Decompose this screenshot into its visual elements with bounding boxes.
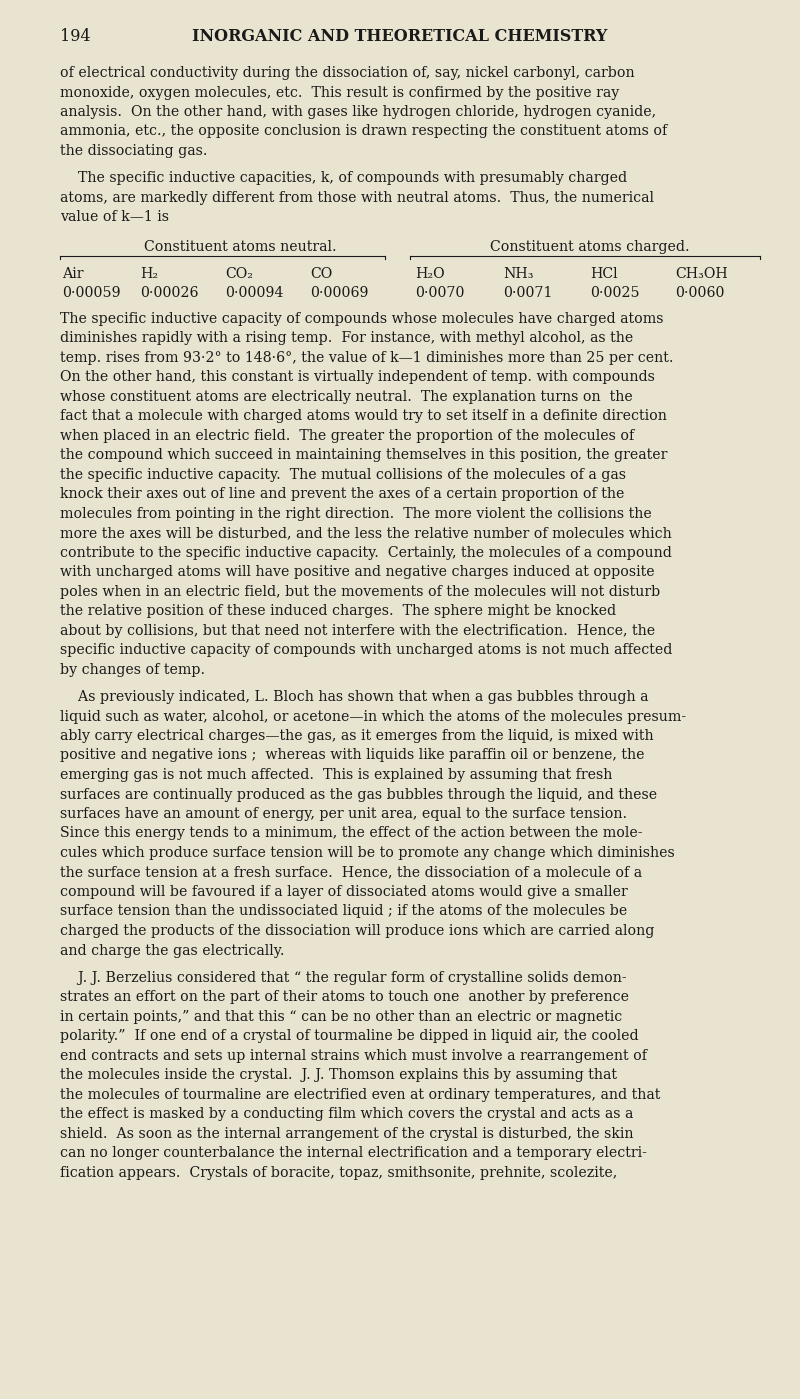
Text: the surface tension at a fresh surface.  Hence, the dissociation of a molecule o: the surface tension at a fresh surface. …: [60, 866, 642, 880]
Text: Since this energy tends to a minimum, the effect of the action between the mole-: Since this energy tends to a minimum, th…: [60, 827, 642, 841]
Text: specific inductive capacity of compounds with uncharged atoms is not much affect: specific inductive capacity of compounds…: [60, 644, 672, 658]
Text: of electrical conductivity during the dissociation of, say, nickel carbonyl, car: of electrical conductivity during the di…: [60, 66, 634, 80]
Text: ammonia, etc., the opposite conclusion is drawn respecting the constituent atoms: ammonia, etc., the opposite conclusion i…: [60, 125, 667, 139]
Text: surfaces have an amount of energy, per unit area, equal to the surface tension.: surfaces have an amount of energy, per u…: [60, 807, 627, 821]
Text: and charge the gas electrically.: and charge the gas electrically.: [60, 943, 285, 957]
Text: CH₃OH: CH₃OH: [675, 267, 728, 281]
Text: fication appears.  Crystals of boracite, topaz, smithsonite, prehnite, scolezite: fication appears. Crystals of boracite, …: [60, 1165, 618, 1179]
Text: 0·0060: 0·0060: [675, 287, 725, 301]
Text: cules which produce surface tension will be to promote any change which diminish: cules which produce surface tension will…: [60, 846, 674, 860]
Text: with uncharged atoms will have positive and negative charges induced at opposite: with uncharged atoms will have positive …: [60, 565, 654, 579]
Text: poles when in an electric field, but the movements of the molecules will not dis: poles when in an electric field, but the…: [60, 585, 660, 599]
Text: CO₂: CO₂: [225, 267, 253, 281]
Text: atoms, are markedly different from those with neutral atoms.  Thus, the numerica: atoms, are markedly different from those…: [60, 190, 654, 204]
Text: diminishes rapidly with a rising temp.  For instance, with methyl alcohol, as th: diminishes rapidly with a rising temp. F…: [60, 332, 634, 346]
Text: about by collisions, but that need not interfere with the electrification.  Henc: about by collisions, but that need not i…: [60, 624, 655, 638]
Text: the dissociating gas.: the dissociating gas.: [60, 144, 207, 158]
Text: Air: Air: [62, 267, 83, 281]
Text: INORGANIC AND THEORETICAL CHEMISTRY: INORGANIC AND THEORETICAL CHEMISTRY: [192, 28, 608, 45]
Text: the compound which succeed in maintaining themselves in this position, the great: the compound which succeed in maintainin…: [60, 448, 667, 462]
Text: 0·00059: 0·00059: [62, 287, 121, 301]
Text: 0·0025: 0·0025: [590, 287, 640, 301]
Text: shield.  As soon as the internal arrangement of the crystal is disturbed, the sk: shield. As soon as the internal arrangem…: [60, 1126, 634, 1140]
Text: fact that a molecule with charged atoms would try to set itself in a definite di: fact that a molecule with charged atoms …: [60, 409, 667, 424]
Text: HCl: HCl: [590, 267, 618, 281]
Text: Constituent atoms neutral.: Constituent atoms neutral.: [144, 239, 336, 253]
Text: the relative position of these induced charges.  The sphere might be knocked: the relative position of these induced c…: [60, 604, 616, 618]
Text: whose constituent atoms are electrically neutral.  The explanation turns on  the: whose constituent atoms are electrically…: [60, 390, 633, 404]
Text: surfaces are continually produced as the gas bubbles through the liquid, and the: surfaces are continually produced as the…: [60, 788, 657, 802]
Text: the specific inductive capacity.  The mutual collisions of the molecules of a ga: the specific inductive capacity. The mut…: [60, 467, 626, 481]
Text: the molecules of tourmaline are electrified even at ordinary temperatures, and t: the molecules of tourmaline are electrif…: [60, 1088, 660, 1102]
Text: compound will be favoured if a layer of dissociated atoms would give a smaller: compound will be favoured if a layer of …: [60, 886, 628, 900]
Text: knock their axes out of line and prevent the axes of a certain proportion of the: knock their axes out of line and prevent…: [60, 487, 624, 501]
Text: in certain points,” and that this “ can be no other than an electric or magnetic: in certain points,” and that this “ can …: [60, 1010, 622, 1024]
Text: polarity.”  If one end of a crystal of tourmaline be dipped in liquid air, the c: polarity.” If one end of a crystal of to…: [60, 1030, 638, 1044]
Text: liquid such as water, alcohol, or acetone—in which the atoms of the molecules pr: liquid such as water, alcohol, or aceton…: [60, 709, 686, 723]
Text: H₂O: H₂O: [415, 267, 445, 281]
Text: CO: CO: [310, 267, 332, 281]
Text: 194: 194: [60, 28, 90, 45]
Text: the molecules inside the crystal.  J. J. Thomson explains this by assuming that: the molecules inside the crystal. J. J. …: [60, 1069, 617, 1083]
Text: As previously indicated, L. Bloch has shown that when a gas bubbles through a: As previously indicated, L. Bloch has sh…: [60, 690, 649, 704]
Text: when placed in an electric field.  The greater the proportion of the molecules o: when placed in an electric field. The gr…: [60, 428, 634, 442]
Text: temp. rises from 93·2° to 148·6°, the value of k—1 diminishes more than 25 per c: temp. rises from 93·2° to 148·6°, the va…: [60, 351, 674, 365]
Text: analysis.  On the other hand, with gases like hydrogen chloride, hydrogen cyanid: analysis. On the other hand, with gases …: [60, 105, 656, 119]
Text: more the axes will be disturbed, and the less the relative number of molecules w: more the axes will be disturbed, and the…: [60, 526, 672, 540]
Text: can no longer counterbalance the internal electrification and a temporary electr: can no longer counterbalance the interna…: [60, 1146, 647, 1160]
Text: On the other hand, this constant is virtually independent of temp. with compound: On the other hand, this constant is virt…: [60, 371, 655, 385]
Text: end contracts and sets up internal strains which must involve a rearrangement of: end contracts and sets up internal strai…: [60, 1049, 647, 1063]
Text: 0·00026: 0·00026: [140, 287, 198, 301]
Text: 0·00069: 0·00069: [310, 287, 369, 301]
Text: positive and negative ions ;  whereas with liquids like paraffin oil or benzene,: positive and negative ions ; whereas wit…: [60, 748, 645, 762]
Text: charged the products of the dissociation will produce ions which are carried alo: charged the products of the dissociation…: [60, 923, 654, 937]
Text: strates an effort on the part of their atoms to touch one  another by preference: strates an effort on the part of their a…: [60, 990, 629, 1004]
Text: The specific inductive capacity of compounds whose molecules have charged atoms: The specific inductive capacity of compo…: [60, 312, 663, 326]
Text: Constituent atoms charged.: Constituent atoms charged.: [490, 239, 690, 253]
Text: monoxide, oxygen molecules, etc.  This result is confirmed by the positive ray: monoxide, oxygen molecules, etc. This re…: [60, 85, 619, 99]
Text: J. J. Berzelius considered that “ the regular form of crystalline solids demon-: J. J. Berzelius considered that “ the re…: [60, 971, 626, 985]
Text: by changes of temp.: by changes of temp.: [60, 663, 205, 677]
Text: NH₃: NH₃: [503, 267, 534, 281]
Text: contribute to the specific inductive capacity.  Certainly, the molecules of a co: contribute to the specific inductive cap…: [60, 546, 672, 560]
Text: value of k—1 is: value of k—1 is: [60, 210, 169, 224]
Text: ably carry electrical charges—the gas, as it emerges from the liquid, is mixed w: ably carry electrical charges—the gas, a…: [60, 729, 654, 743]
Text: The specific inductive capacities, k, of compounds with presumably charged: The specific inductive capacities, k, of…: [60, 171, 627, 185]
Text: surface tension than the undissociated liquid ; if the atoms of the molecules be: surface tension than the undissociated l…: [60, 905, 627, 919]
Text: emerging gas is not much affected.  This is explained by assuming that fresh: emerging gas is not much affected. This …: [60, 768, 612, 782]
Text: molecules from pointing in the right direction.  The more violent the collisions: molecules from pointing in the right dir…: [60, 506, 652, 520]
Text: 0·00094: 0·00094: [225, 287, 283, 301]
Text: 0·0071: 0·0071: [503, 287, 552, 301]
Text: H₂: H₂: [140, 267, 158, 281]
Text: the effect is masked by a conducting film which covers the crystal and acts as a: the effect is masked by a conducting fil…: [60, 1107, 634, 1122]
Text: 0·0070: 0·0070: [415, 287, 465, 301]
